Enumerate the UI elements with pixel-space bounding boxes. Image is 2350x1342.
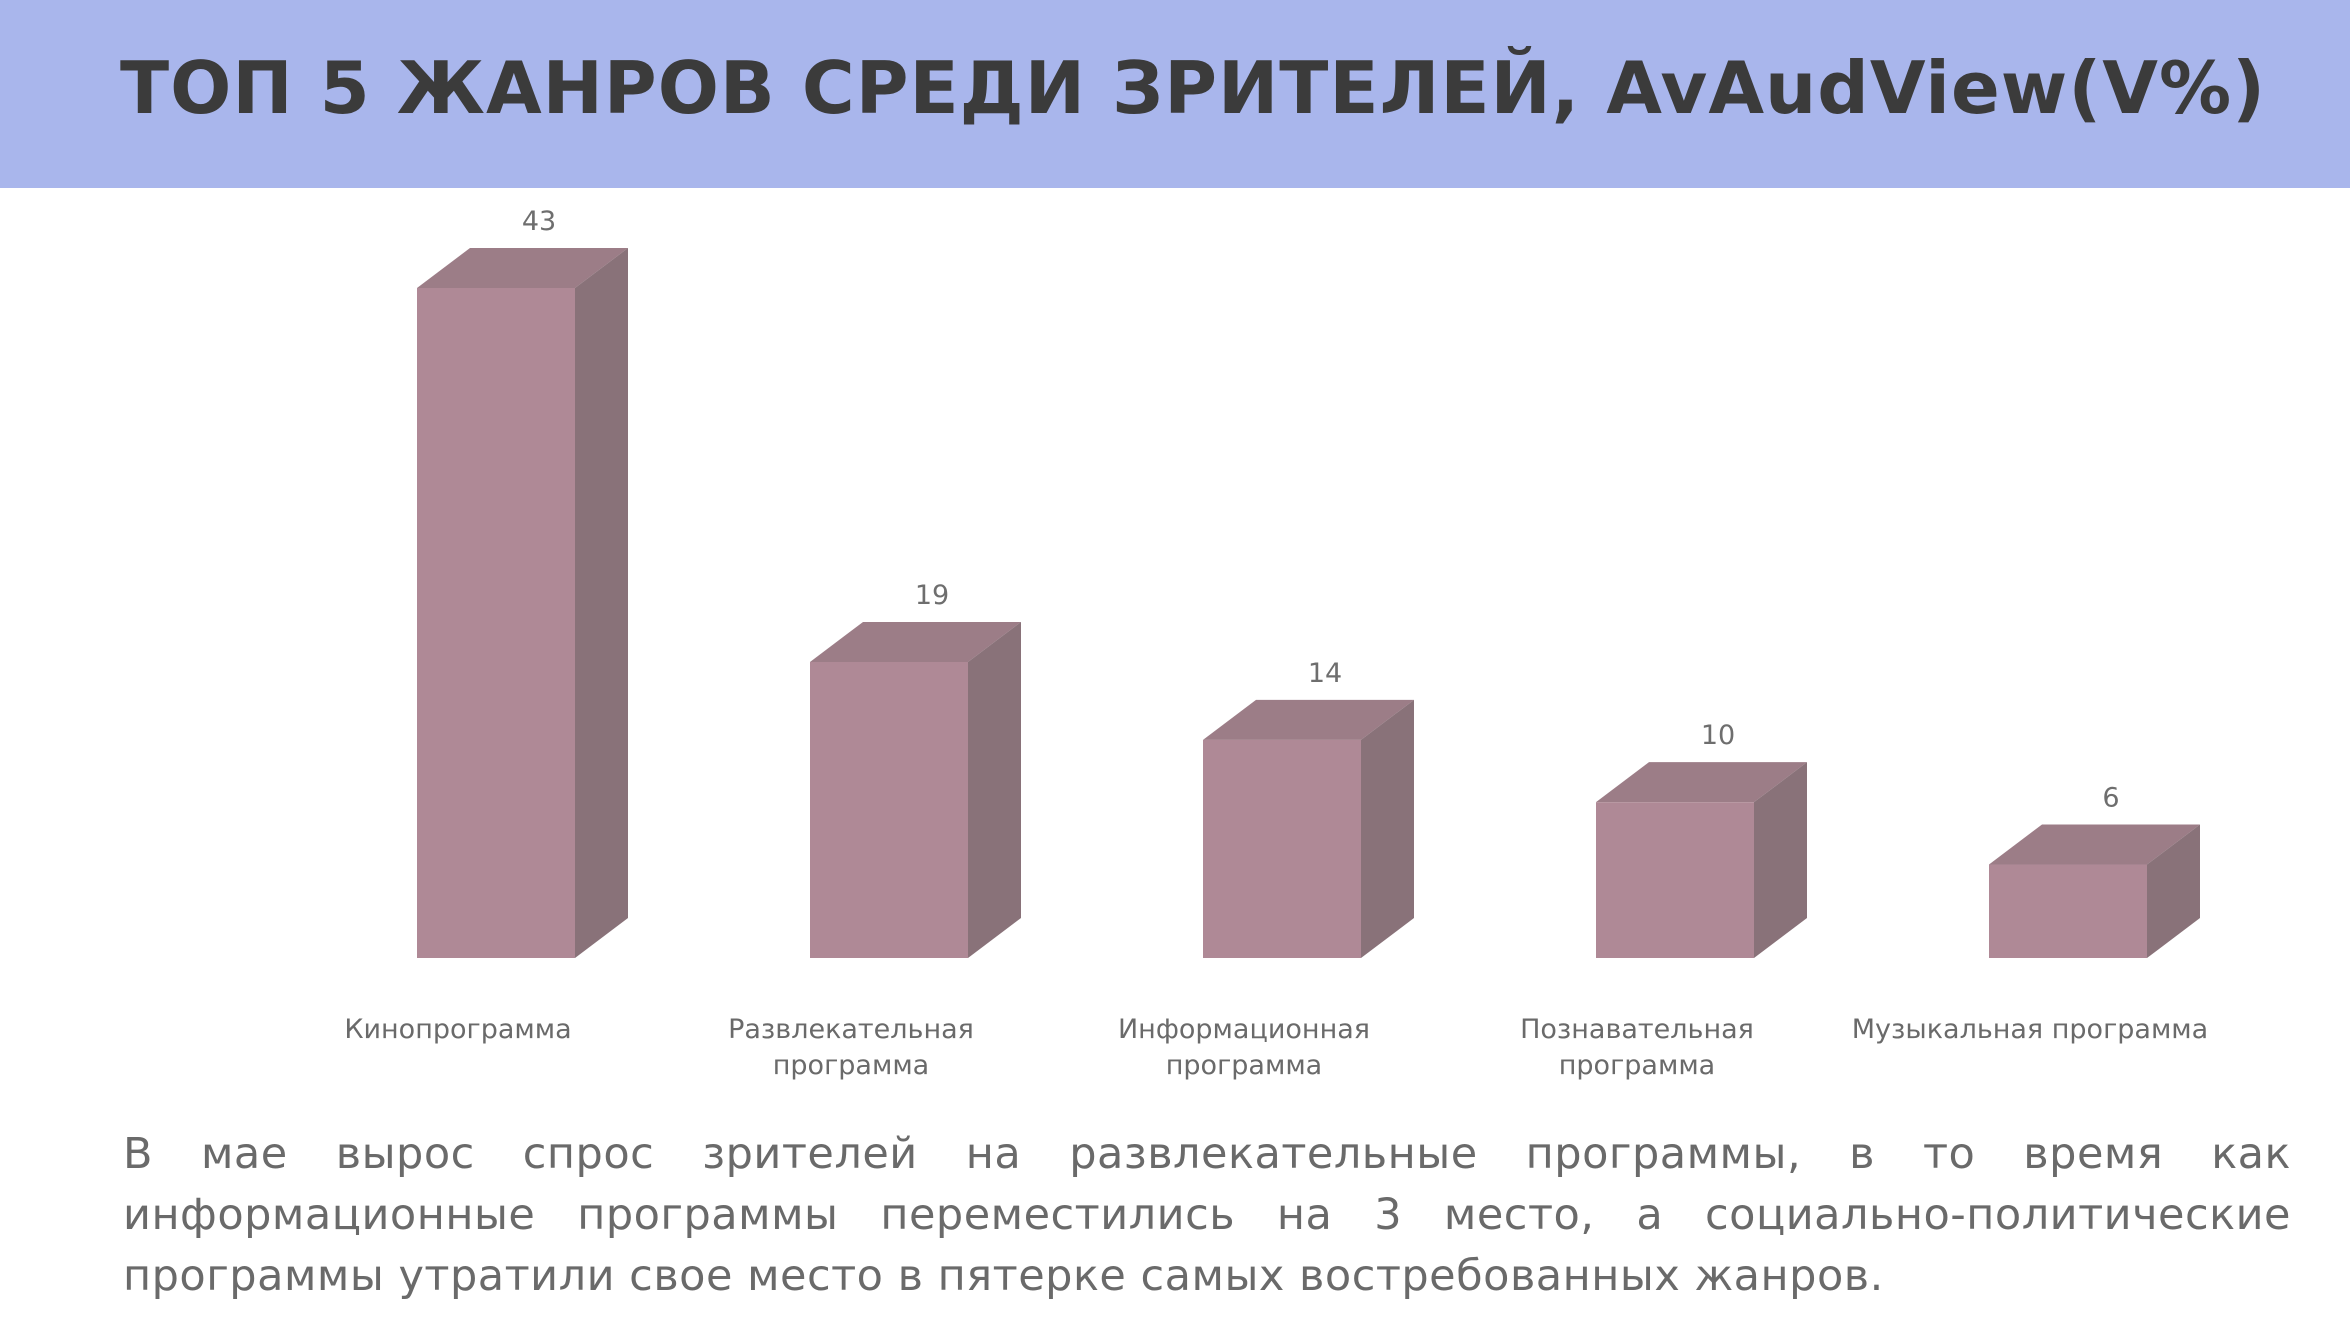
bar-side xyxy=(1361,699,1414,958)
bar-side xyxy=(2147,824,2200,958)
bar-top xyxy=(1989,824,2200,865)
category-label: Кинопрограмма xyxy=(344,1014,571,1045)
bar-top xyxy=(1203,699,1414,740)
page-title: ТОП 5 ЖАНРОВ СРЕДИ ЗРИТЕЛЕЙ, AvAudView(V… xyxy=(120,46,2266,130)
genre-bar-chart: 43 Кинопрограмма 19 Развлекательная программ… xyxy=(344,206,2208,1081)
category-label: Информационная программа xyxy=(1118,1014,1370,1081)
bar-side xyxy=(968,621,1021,958)
bar-front xyxy=(1989,864,2147,958)
value-label: 19 xyxy=(915,580,949,611)
bar-side xyxy=(575,248,628,958)
category-label: Познавательная программа xyxy=(1520,1014,1754,1081)
bar-5 xyxy=(1989,824,2200,958)
bar-side xyxy=(1754,762,1807,958)
bar-top xyxy=(417,248,628,288)
value-label: 6 xyxy=(2102,783,2119,814)
bar-4 xyxy=(1596,762,1807,958)
caption-text: В мае вырос спрос зрителей на развлекате… xyxy=(123,1129,2291,1301)
bar-1 xyxy=(417,248,628,958)
value-label: 10 xyxy=(1701,720,1735,751)
category-label: Развлекательная программа xyxy=(728,1014,974,1081)
value-label: 14 xyxy=(1308,658,1342,689)
bar-front xyxy=(1596,802,1754,958)
bar-front xyxy=(1203,739,1361,958)
bar-front xyxy=(810,661,968,958)
bar-front xyxy=(417,288,575,958)
title-banner xyxy=(0,0,2350,188)
category-label: Музыкальная программа xyxy=(1852,1014,2208,1045)
bar-top xyxy=(1596,762,1807,803)
value-label: 43 xyxy=(522,206,556,237)
bar-3 xyxy=(1203,699,1414,958)
bar-2 xyxy=(810,621,1021,958)
bar-top xyxy=(810,621,1021,662)
